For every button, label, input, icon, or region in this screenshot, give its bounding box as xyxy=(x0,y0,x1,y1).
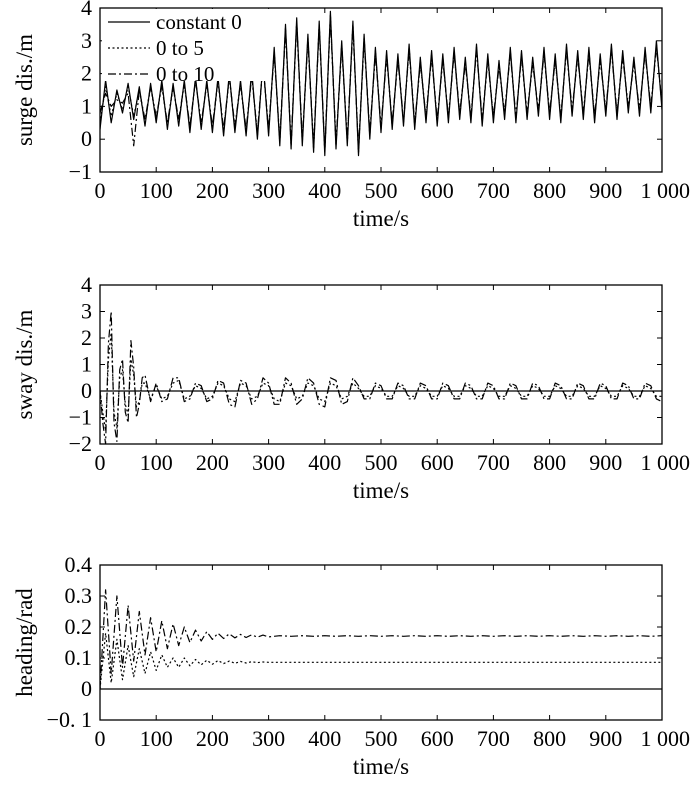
x-tick-label: 700 xyxy=(477,178,510,203)
x-tick-label: 200 xyxy=(196,178,229,203)
x-tick-label: 0 xyxy=(95,726,106,751)
x-tick-label: 200 xyxy=(196,450,229,475)
y-tick-label: 0 xyxy=(81,676,92,701)
x-axis-label: time/s xyxy=(353,206,409,231)
x-tick-label: 600 xyxy=(421,726,454,751)
y-tick-label: 1 xyxy=(81,93,92,118)
plot-frame xyxy=(99,564,663,721)
x-tick-label: 1 000 xyxy=(641,726,691,751)
y-tick-label: 4 xyxy=(81,272,92,297)
x-tick-label: 500 xyxy=(365,450,398,475)
x-tick-label: 900 xyxy=(589,726,622,751)
chart-3: 0 100 200 300 400 500 600 700 800 900 1 000−0. 100… xyxy=(12,552,690,779)
x-tick-label: 100 xyxy=(140,450,173,475)
y-tick-label: 0.1 xyxy=(65,645,93,670)
series-group xyxy=(100,310,662,444)
x-tick-label: 800 xyxy=(533,178,566,203)
x-tick-label: 1 000 xyxy=(641,178,691,203)
y-tick-label: 1 xyxy=(81,352,92,377)
y-axis-label: heading/rad xyxy=(12,588,37,697)
series-line-2 xyxy=(100,632,662,690)
x-tick-label: 500 xyxy=(365,726,398,751)
x-tick-label: 400 xyxy=(308,726,341,751)
y-tick-label: 0 xyxy=(81,378,92,403)
x-tick-label: 800 xyxy=(533,450,566,475)
x-tick-label: 900 xyxy=(589,450,622,475)
y-tick-label: 2 xyxy=(81,325,92,350)
x-tick-label: 300 xyxy=(252,726,285,751)
series-group xyxy=(100,10,662,157)
legend-label-3: 0 to 10 xyxy=(156,62,214,86)
series-line-2 xyxy=(100,332,662,432)
chart-2: 0 100 200 300 400 500 600 700 800 900 1 000−2−1012… xyxy=(12,272,690,503)
plot-frame xyxy=(99,284,663,445)
x-tick-label: 800 xyxy=(533,726,566,751)
y-tick-label: 0 xyxy=(81,126,92,151)
x-tick-label: 300 xyxy=(252,178,285,203)
y-tick-label: 4 xyxy=(81,0,92,20)
y-tick-label: 2 xyxy=(81,61,92,86)
x-tick-label: 400 xyxy=(308,178,341,203)
x-tick-label: 0 xyxy=(95,450,106,475)
y-tick-label: −1 xyxy=(69,159,92,184)
y-tick-label: 0.2 xyxy=(65,614,93,639)
y-tick-label: −1 xyxy=(69,405,92,430)
series-group xyxy=(100,589,662,690)
x-tick-label: 600 xyxy=(421,450,454,475)
legend-label-2: 0 to 5 xyxy=(156,36,204,60)
y-tick-label: 0.3 xyxy=(65,583,93,608)
x-tick-label: 600 xyxy=(421,178,454,203)
x-tick-label: 300 xyxy=(252,450,285,475)
x-axis-label: time/s xyxy=(353,754,409,779)
y-tick-label: −2 xyxy=(69,431,92,456)
legend: constant 00 to 50 to 10 xyxy=(102,9,270,86)
y-axis-label: sway dis./m xyxy=(12,309,37,419)
x-tick-label: 100 xyxy=(140,178,173,203)
chart-1: 0 100 200 300 400 500 600 700 800 900 1 000−101234… xyxy=(12,0,690,231)
y-tick-label: 3 xyxy=(81,28,92,53)
y-tick-label: 0.4 xyxy=(65,552,93,577)
x-tick-label: 700 xyxy=(477,450,510,475)
y-axis-label: surge dis./m xyxy=(12,34,37,146)
legend-label-1: constant 0 xyxy=(156,10,242,34)
x-tick-label: 100 xyxy=(140,726,173,751)
series-line-3 xyxy=(100,17,662,150)
series-line-3 xyxy=(100,589,662,690)
x-tick-label: 0 xyxy=(95,178,106,203)
x-axis-label: time/s xyxy=(353,478,409,503)
y-tick-label: −0. 1 xyxy=(47,707,92,732)
x-tick-label: 500 xyxy=(365,178,398,203)
x-tick-label: 1 000 xyxy=(641,450,691,475)
x-tick-label: 400 xyxy=(308,450,341,475)
x-tick-label: 900 xyxy=(589,178,622,203)
x-tick-label: 700 xyxy=(477,726,510,751)
series-line-3 xyxy=(100,310,662,444)
x-tick-label: 200 xyxy=(196,726,229,751)
y-tick-label: 3 xyxy=(81,299,92,324)
